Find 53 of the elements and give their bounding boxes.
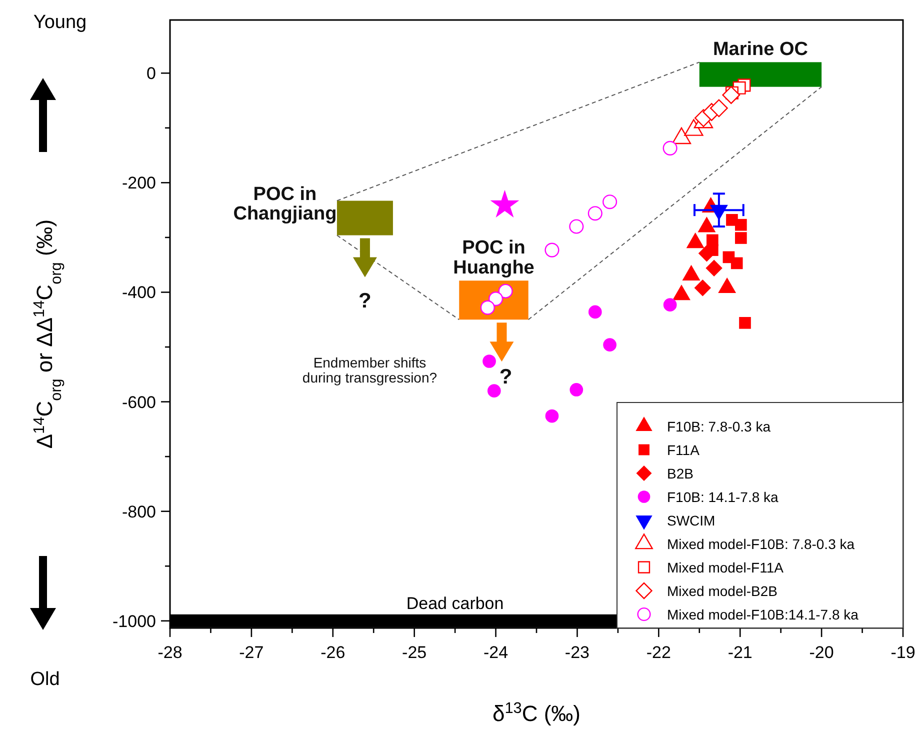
point [545,409,559,423]
point [722,86,740,104]
annotation: POC in Huanghe [453,238,534,279]
x-axis-title: δ$^{13}$C (‰) [492,700,581,726]
y-tick-label: -200 [122,174,156,193]
x-tick-label: -26 [320,643,346,662]
y-tick-label: 0 [146,64,156,84]
point [603,338,616,352]
point [570,383,584,396]
x-tick-label: -22 [646,643,671,662]
y-tick-label: -400 [122,283,156,302]
x-tick-label: -19 [890,643,916,662]
x-tick-label: -24 [483,643,508,662]
legend-label: Mixed model-F10B: 7.8-0.3 ka [667,536,855,552]
point [735,218,747,231]
point [706,260,722,276]
y-tick-label: -800 [122,502,156,522]
point [482,354,496,368]
point [663,298,677,312]
legend-label: F10B: 14.1-7.8 ka [667,488,779,505]
point [488,292,504,306]
point [710,99,728,118]
text: Young [33,12,87,33]
legend-label: Mixed model-F11A [667,559,784,576]
point [498,284,513,298]
x-tick-label: -21 [728,643,752,662]
annotation: Endmember shifts during transgression? [302,354,438,386]
text: Old [30,669,60,690]
point [739,316,751,329]
legend-label: Mixed model-B2B [667,582,778,599]
x-tick-label: -20 [809,643,834,662]
legend-label: SWCIM [667,512,716,528]
legend-label: F10B: 7.8-0.3 ka [667,418,771,434]
point [487,384,501,398]
annotation: ? [499,366,512,389]
y-tick-label: -600 [122,392,156,412]
x-tick-label: -27 [239,643,264,662]
y-tick-label: -1000 [112,612,156,631]
series-label: Dead carbon [406,594,504,613]
x-tick-label: -25 [402,643,427,662]
x-tick-label: -23 [564,643,590,662]
annotation: Marine OC [712,39,808,60]
point [730,257,743,270]
annotation: ? [358,289,372,312]
point [694,279,712,296]
x-tick-label: -28 [158,643,182,662]
point [588,305,602,319]
point [480,300,495,315]
annotation: POC in Changjiang [233,184,337,225]
legend-label: B2B [667,465,694,482]
point [735,232,747,244]
legend-label: F11A [667,442,700,458]
legend-label: Mixed model-F10B:14.1-7.8 ka [667,606,859,622]
